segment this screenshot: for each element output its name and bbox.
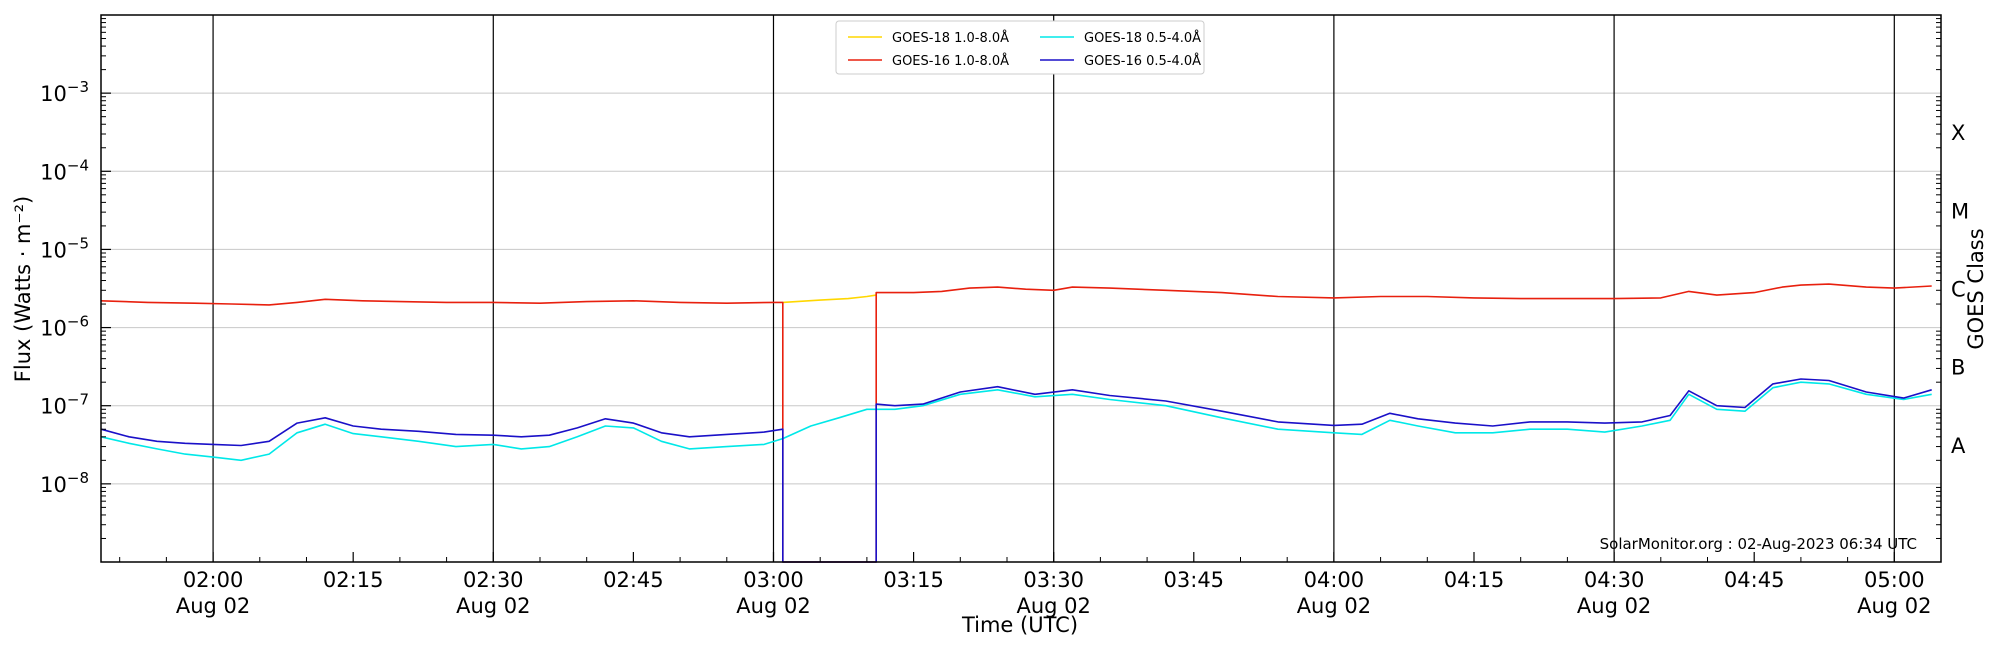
credit-annotation: SolarMonitor.org : 02-Aug-2023 06:34 UTC	[1600, 535, 1917, 553]
x-tick-label: 04:15	[1444, 568, 1505, 592]
x-axis-title: Time (UTC)	[961, 613, 1078, 637]
x-tick-label: 05:00	[1864, 568, 1925, 592]
x-tick-label: 04:45	[1724, 568, 1785, 592]
legend-label: GOES-16 0.5-4.0Å	[1084, 53, 1201, 69]
x-tick-sublabel: Aug 02	[736, 594, 810, 618]
y-tick-label: 10−8	[40, 469, 89, 497]
x-tick-label: 04:00	[1304, 568, 1365, 592]
legend-label: GOES-18 0.5-4.0Å	[1084, 30, 1201, 46]
plot-area-frame	[100, 14, 1942, 563]
y-axis-title: Flux (Watts · m⁻²)	[11, 196, 35, 382]
series-layer	[100, 283, 1932, 563]
series-line	[782, 294, 877, 304]
legend: GOES-18 1.0-8.0Å GOES-16 1.0-8.0Å GOES-18 …	[835, 20, 1205, 75]
x-tick-label: 03:15	[883, 568, 944, 592]
goes-class-label: A	[1951, 434, 1966, 458]
y-tick-label: 10−6	[40, 313, 89, 341]
x-tick-label: 03:45	[1164, 568, 1225, 592]
y-tick-label: 10−3	[40, 78, 89, 106]
y-tick-label: 10−7	[40, 391, 89, 419]
y-tick-label: 10−5	[40, 234, 89, 262]
x-tick-sublabel: Aug 02	[1297, 594, 1371, 618]
y2-axis-title: GOES Class	[1964, 228, 1988, 349]
x-tick-sublabel: Aug 02	[1577, 594, 1651, 618]
legend-label: GOES-18 1.0-8.0Å	[892, 30, 1009, 46]
goes-class-label: M	[1951, 199, 1969, 223]
legend-label: GOES-16 1.0-8.0Å	[892, 53, 1009, 69]
x-tick-label: 03:00	[743, 568, 804, 592]
x-tick-sublabel: Aug 02	[1016, 594, 1090, 618]
series-line	[100, 381, 1932, 462]
x-tick-label: 04:30	[1584, 568, 1645, 592]
series-line	[100, 283, 1932, 563]
series-line	[100, 378, 1932, 563]
goes-class-label: C	[1951, 278, 1966, 302]
x-tick-sublabel: Aug 02	[456, 594, 530, 618]
x-tick-label: 02:45	[603, 568, 664, 592]
x-tick-label: 03:30	[1023, 568, 1084, 592]
x-tick-label: 02:30	[463, 568, 524, 592]
x-tick-label: 02:15	[323, 568, 384, 592]
y-tick-label: 10−4	[40, 156, 89, 184]
goes-class-label: B	[1951, 356, 1965, 380]
x-tick-label: 02:00	[183, 568, 244, 592]
legend-frame	[835, 20, 1205, 75]
x-tick-sublabel: Aug 02	[176, 594, 250, 618]
x-tick-sublabel: Aug 02	[1857, 594, 1931, 618]
goes-class-label: X	[1951, 121, 1965, 145]
